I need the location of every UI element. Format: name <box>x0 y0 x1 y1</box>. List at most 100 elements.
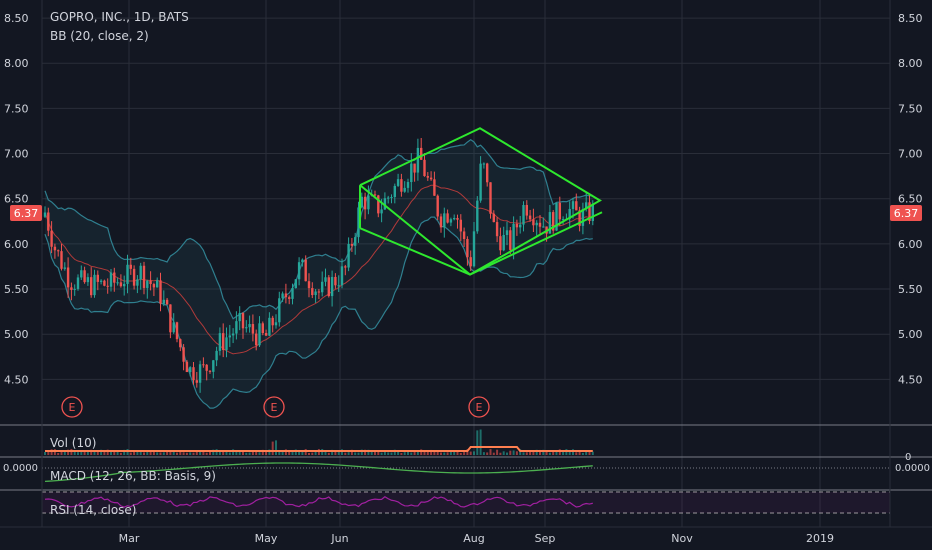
candle <box>175 321 179 343</box>
volume-bar <box>50 449 53 455</box>
volume-bar <box>133 451 136 455</box>
price-tick-left: 5.00 <box>4 328 29 341</box>
rsi-band <box>42 492 890 513</box>
candle <box>512 216 515 260</box>
candle <box>228 324 231 347</box>
volume-bar <box>446 452 449 455</box>
candle <box>50 221 53 254</box>
volume-bar <box>324 451 327 455</box>
candle <box>215 346 218 367</box>
right-price-scale[interactable]: 8.50 8.00 7.50 7.00 6.50 6.00 5.50 5.00 4.50 <box>898 12 923 386</box>
volume-bar <box>387 452 390 455</box>
volume-bar <box>403 452 406 455</box>
volume-bar <box>390 452 393 455</box>
candle <box>578 206 581 232</box>
diamond-pattern[interactable] <box>359 127 603 276</box>
candle <box>505 221 509 246</box>
candle <box>502 226 505 252</box>
price-tick-left: 8.00 <box>4 57 29 70</box>
diamond-lower-right <box>469 211 603 276</box>
volume-bar <box>284 449 287 455</box>
volume-bar <box>275 440 277 455</box>
volume-bar <box>539 449 541 455</box>
volume-bar <box>103 449 106 455</box>
candle <box>360 192 363 209</box>
macd-legend[interactable]: MACD (12, 26, BB: Basis, 9) <box>50 469 216 483</box>
volume-bar <box>139 451 142 455</box>
candle <box>472 221 476 268</box>
candle <box>449 217 453 227</box>
volume-bar <box>542 449 545 455</box>
left-price-scale[interactable]: 8.50 8.00 7.50 7.00 6.50 6.00 5.50 5.00 4.50 <box>4 12 29 386</box>
candle <box>314 288 317 303</box>
volume-bar <box>459 452 462 455</box>
candle <box>146 279 149 299</box>
candle <box>367 185 370 215</box>
candle <box>337 275 340 293</box>
volume-bar <box>357 452 360 455</box>
candle <box>479 156 482 203</box>
volume-bar <box>548 452 551 455</box>
candles <box>43 138 594 393</box>
time-scale[interactable]: Mar May Jun Aug Sep Nov 2019 <box>119 532 834 545</box>
vol-legend[interactable]: Vol (10) <box>50 436 96 450</box>
candle <box>208 370 212 374</box>
volume-bar <box>423 450 426 455</box>
bb-legend[interactable]: BB (20, close, 2) <box>50 29 149 43</box>
earnings-marker[interactable]: E <box>263 396 285 418</box>
volume-bar <box>581 452 584 455</box>
volume-bar <box>86 450 89 455</box>
volume-bar <box>291 451 294 455</box>
candle <box>344 264 347 276</box>
price-tick-left: 5.50 <box>4 283 29 296</box>
volume-bar <box>436 451 439 455</box>
volume-bar <box>400 452 403 455</box>
candle <box>453 214 456 221</box>
bb-lower <box>44 216 593 409</box>
volume-ma-line <box>45 446 593 452</box>
candle <box>297 257 301 286</box>
earnings-marker[interactable]: E <box>61 396 83 418</box>
candle <box>116 277 119 286</box>
price-tick-right: 4.50 <box>898 373 923 386</box>
candle <box>588 195 591 225</box>
volume-bar <box>568 450 571 455</box>
volume-bar <box>93 450 96 455</box>
volume-bar <box>63 451 66 455</box>
volume-bar <box>413 451 416 455</box>
candle <box>568 201 571 227</box>
candle <box>383 192 387 211</box>
candle <box>43 206 47 219</box>
candle <box>271 315 274 333</box>
volume-bar <box>420 449 423 455</box>
symbol-title[interactable]: GOPRO, INC., 1D, BATS <box>50 10 189 24</box>
candle <box>357 201 360 243</box>
price-tick-right: 8.00 <box>898 57 923 70</box>
candle <box>515 219 519 236</box>
macd-axis-tick-right: 0.0000 <box>895 463 930 474</box>
volume-bar <box>209 450 211 455</box>
candle <box>509 227 512 255</box>
candle <box>70 282 73 301</box>
volume-bar <box>479 429 482 455</box>
volume-bar <box>489 449 492 455</box>
volume-bar <box>344 452 347 455</box>
candle <box>86 273 90 286</box>
volume-bar <box>535 449 538 455</box>
candle <box>63 262 66 271</box>
candle <box>492 210 495 223</box>
volume-bar <box>126 449 129 455</box>
candle <box>542 217 545 228</box>
volume-bar <box>156 452 159 455</box>
volume-bar <box>473 451 475 455</box>
candle <box>278 291 281 327</box>
candle <box>83 266 86 284</box>
price-tick-right: 8.50 <box>898 12 923 25</box>
candle <box>525 200 528 220</box>
volume-bar <box>70 449 73 455</box>
rsi-legend[interactable]: RSI (14, close) <box>50 503 136 517</box>
earnings-marker[interactable]: E <box>468 396 490 418</box>
